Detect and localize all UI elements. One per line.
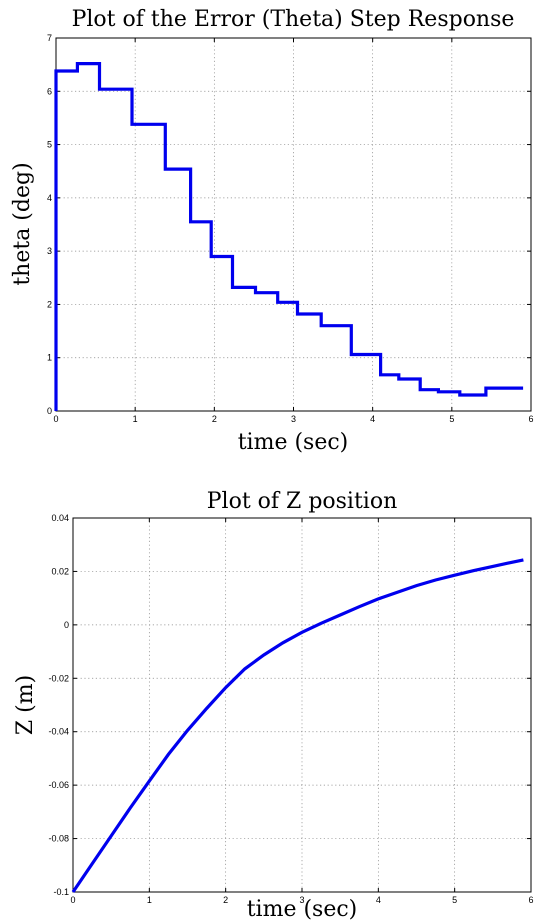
x-tick-label: 2 <box>212 414 217 424</box>
x-tick-label: 5 <box>452 895 457 905</box>
tick-layer: 0 1 2 3 4 5 6 -0.1 -0.08 -0.06 -0.04 -0.02 0 0.02 0.04 <box>48 513 533 905</box>
y-tick-label: -0.1 <box>53 887 69 897</box>
x-tick-label: 4 <box>370 414 375 424</box>
theta-step-response-chart: 0 1 2 3 4 5 6 0 1 2 3 4 5 6 7 Plot of the Error (Theta… <box>10 7 534 455</box>
y-tick-label: -0.08 <box>48 834 69 844</box>
x-tick-label: 0 <box>53 414 58 424</box>
x-tick-label: 2 <box>223 895 228 905</box>
y-tick-label: 0 <box>64 620 69 630</box>
chart-title: Plot of the Error (Theta) Step Response <box>72 7 515 32</box>
y-tick-label: -0.02 <box>48 673 69 683</box>
y-tick-label: 0.04 <box>51 513 69 523</box>
series-line <box>54 62 524 411</box>
x-tick-label: 3 <box>291 414 296 424</box>
y-tick-label: -0.06 <box>48 780 69 790</box>
tick-layer: 0 1 2 3 4 5 6 0 1 2 3 4 5 6 7 <box>47 33 534 424</box>
x-tick-label: 3 <box>299 895 304 905</box>
chart-title: Plot of Z position <box>207 489 398 514</box>
y-tick-label: 0.02 <box>51 566 69 576</box>
y-axis-label: theta (deg) <box>10 162 35 285</box>
x-tick-label: 0 <box>70 895 75 905</box>
x-tick-label: 6 <box>528 414 533 424</box>
series-layer <box>54 62 524 411</box>
y-tick-label: 5 <box>47 140 52 150</box>
x-tick-label: 1 <box>133 414 138 424</box>
grid-layer <box>56 38 531 411</box>
x-tick-label: 1 <box>147 895 152 905</box>
x-axis-label: time (sec) <box>238 430 349 455</box>
x-tick-label: 6 <box>528 895 533 905</box>
y-tick-label: 3 <box>47 246 52 256</box>
y-tick-label: 7 <box>47 33 52 43</box>
y-tick-label: 4 <box>47 193 52 203</box>
y-tick-label: 0 <box>47 406 52 416</box>
x-tick-label: 5 <box>449 414 454 424</box>
z-position-chart: 0 1 2 3 4 5 6 -0.1 -0.08 -0.06 -0.04 -0.02 0 0.02 0.04… <box>13 489 534 921</box>
x-tick-label: 4 <box>376 895 381 905</box>
grid-layer <box>73 518 531 892</box>
x-axis-label: time (sec) <box>247 897 358 921</box>
y-axis-label: Z (m) <box>13 675 38 735</box>
y-tick-label: 1 <box>47 353 52 363</box>
y-tick-label: 6 <box>47 86 52 96</box>
series-line <box>71 558 524 893</box>
series-layer <box>71 558 524 893</box>
y-tick-label: -0.04 <box>48 727 69 737</box>
y-tick-label: 2 <box>47 299 52 309</box>
